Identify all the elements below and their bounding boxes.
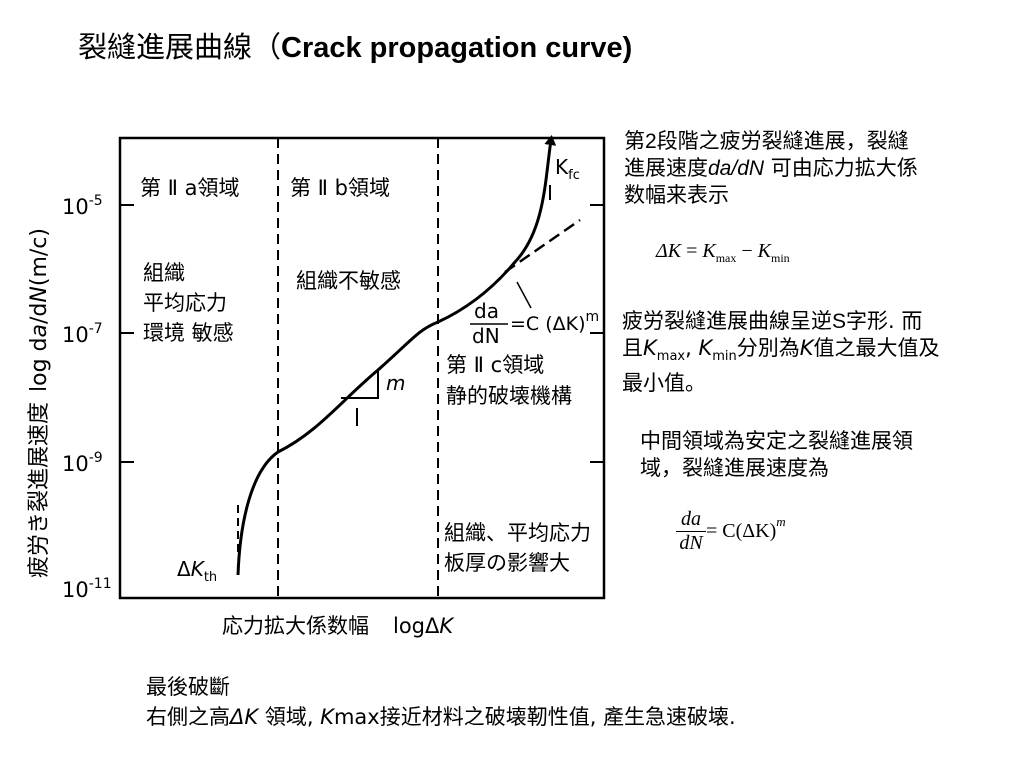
- stage2-line-3: 数幅来表示: [624, 183, 729, 207]
- region-a-desc-1: 組織: [143, 261, 185, 285]
- paris-label-den: dN: [472, 324, 500, 348]
- slope-triangle: [341, 370, 379, 399]
- region-c-desc: 静的破壊機構: [446, 384, 572, 408]
- paris-label-rhs: =C (ΔK)m: [510, 309, 599, 335]
- region-a-desc-2: 平均応力: [143, 291, 227, 315]
- slope-label: m: [386, 371, 405, 395]
- region-c-bottom-2: 板厚の影響大: [444, 551, 570, 575]
- slide-title: 裂縫進展曲線（Crack propagation curve): [78, 24, 632, 66]
- paris-pointer: [516, 281, 532, 309]
- middle-region-note: 中間領域為安定之裂縫進展領 域，裂縫進展速度為: [640, 428, 1010, 482]
- y-tick-label-1e-11: 10-11: [62, 576, 112, 602]
- crack-propagation-diagram: 10-5 10-7 10-9 10-11 疲労き裂進展速度log da/dN(m…: [27, 135, 606, 638]
- region-a-desc-3: 環境 敏感: [143, 321, 234, 345]
- paris-label-num: da: [474, 299, 499, 323]
- y-tick-label-1e-5: 10-5: [62, 193, 103, 219]
- final-fracture-note: 最後破斷 右側之高ΔK 領域, Kmax接近材料之破壊靭性值, 產生急速破壊.: [146, 672, 736, 732]
- region-c-title: 第 Ⅱ c領域: [446, 353, 544, 377]
- delta-k-formula: ΔK = Kmax − Kmin: [656, 240, 790, 265]
- scurve-line-1: 疲労裂縫進展曲線呈逆S字形. 而: [622, 309, 923, 333]
- y-axis-label: 疲労き裂進展速度log da/dN(m/c): [27, 228, 52, 578]
- y-tick-label-1e-9: 10-9: [62, 450, 103, 476]
- paris2-num: da: [681, 508, 701, 530]
- crack-growth-curve: [236, 135, 557, 576]
- paris-law-formula: da dN = C(ΔK) m: [676, 508, 786, 555]
- middle-line-2: 域，裂縫進展速度為: [640, 456, 829, 480]
- slide-title-zh: 裂縫進展曲線（: [78, 30, 282, 64]
- region-c-bottom-1: 組織、平均応力: [444, 521, 591, 545]
- middle-line-1: 中間領域為安定之裂縫進展領: [640, 429, 913, 453]
- paris-extrapolation-line: [504, 218, 581, 274]
- final-fracture-desc: 右側之高ΔK 領域, Kmax接近材料之破壊靭性值, 產生急速破壊.: [146, 705, 736, 729]
- scurve-note: 疲労裂縫進展曲線呈逆S字形. 而 且Kmax, Kmin分別為K值之最大值及 最…: [622, 308, 1002, 397]
- stage2-note: 第2段階之疲労裂縫進展，裂縫 進展速度da/dN 可由応力拡大係 数幅来表示: [624, 128, 1004, 209]
- x-axis-label: 応力拡大係数幅 logΔK: [222, 614, 455, 638]
- scurve-line-3: 最小值。: [622, 371, 706, 396]
- stage2-line-1: 第2段階之疲労裂縫進展，裂縫: [624, 129, 909, 153]
- kfc-label: Kfc: [555, 155, 580, 183]
- final-fracture-title: 最後破斷: [146, 675, 230, 699]
- stage2-line-2: 進展速度da/dN 可由応力拡大係: [624, 156, 918, 180]
- plot-frame: [118, 136, 606, 600]
- paris2-rhs: = C(ΔK): [706, 520, 777, 542]
- region-a-title: 第 Ⅱ a領域: [140, 176, 240, 200]
- region-b-title: 第 Ⅱ b領域: [290, 176, 390, 200]
- paris2-den: dN: [679, 532, 703, 554]
- scurve-line-2: 且Kmax, Kmin分別為K值之最大值及: [622, 336, 940, 365]
- kth-label: ΔKth: [177, 557, 217, 585]
- region-b-desc: 組織不敏感: [296, 269, 401, 293]
- slide-title-en: Crack propagation curve): [281, 32, 633, 64]
- y-tick-label-1e-7: 10-7: [62, 321, 103, 347]
